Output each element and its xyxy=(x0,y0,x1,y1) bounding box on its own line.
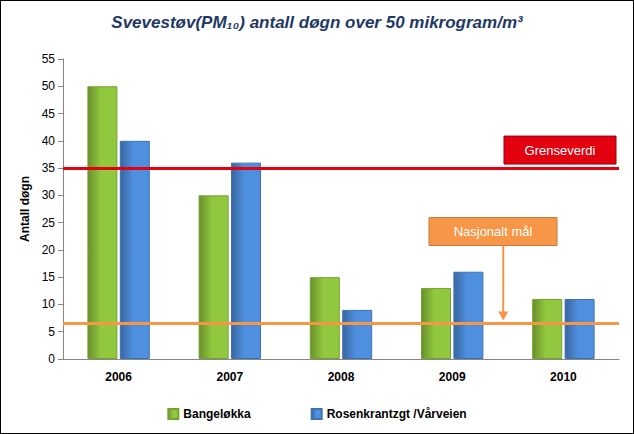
svg-text:10: 10 xyxy=(42,297,56,311)
svg-text:2008: 2008 xyxy=(328,370,355,384)
svg-text:Grenseverdi: Grenseverdi xyxy=(525,143,596,158)
svg-text:25: 25 xyxy=(42,216,56,230)
svg-text:35: 35 xyxy=(42,161,56,175)
svg-text:Rosenkrantzgt /Vårveien: Rosenkrantzgt /Vårveien xyxy=(327,407,467,421)
svg-text:Nasjonalt mål: Nasjonalt mål xyxy=(454,224,533,239)
svg-text:Svevestøv(PM₁₀) antall døgn ov: Svevestøv(PM₁₀) antall døgn over 50 mikr… xyxy=(111,13,524,32)
svg-text:2007: 2007 xyxy=(216,370,243,384)
svg-text:Bangeløkka: Bangeløkka xyxy=(183,407,251,421)
svg-text:20: 20 xyxy=(42,243,56,257)
svg-text:2006: 2006 xyxy=(105,370,132,384)
svg-text:0: 0 xyxy=(48,352,55,366)
svg-text:50: 50 xyxy=(42,79,56,93)
svg-text:45: 45 xyxy=(42,107,56,121)
svg-text:2009: 2009 xyxy=(439,370,466,384)
svg-text:30: 30 xyxy=(42,188,56,202)
svg-text:5: 5 xyxy=(48,325,55,339)
svg-text:Antall døgn: Antall døgn xyxy=(18,176,32,242)
svg-text:40: 40 xyxy=(42,134,56,148)
svg-text:2010: 2010 xyxy=(550,370,577,384)
svg-text:15: 15 xyxy=(42,270,56,284)
svg-text:55: 55 xyxy=(42,52,56,66)
